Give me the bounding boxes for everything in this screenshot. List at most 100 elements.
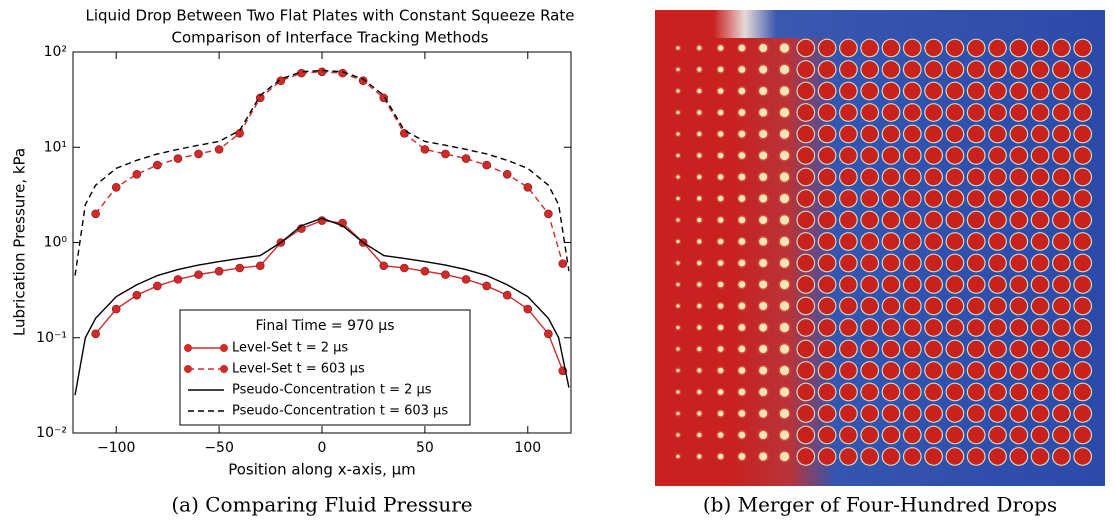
drop (925, 82, 942, 100)
drop (882, 190, 900, 207)
drop (759, 388, 768, 396)
series-marker (523, 182, 533, 192)
drop (861, 340, 878, 358)
drop (697, 153, 702, 158)
drop (717, 389, 724, 395)
drop (1031, 82, 1049, 100)
drop (861, 82, 878, 100)
drop (882, 82, 900, 100)
drop (946, 426, 964, 444)
drop (818, 211, 836, 229)
series-line (74, 69, 570, 276)
drop (904, 125, 921, 143)
drop (779, 387, 790, 397)
drop (818, 104, 836, 121)
drop (1031, 340, 1049, 358)
drop (861, 104, 878, 121)
drop (697, 110, 702, 115)
drop (904, 448, 921, 465)
drop (946, 39, 964, 57)
drop (738, 259, 746, 267)
drop (946, 168, 964, 186)
drop (697, 454, 702, 459)
drop (904, 233, 921, 250)
drop (738, 216, 746, 224)
drop (882, 233, 900, 250)
drop (1074, 82, 1091, 100)
drop (818, 362, 836, 379)
series-marker (235, 263, 244, 273)
drop (779, 107, 790, 118)
drop (882, 104, 900, 121)
drop (989, 39, 1006, 57)
drop (1031, 233, 1049, 250)
drop (861, 448, 878, 465)
drop (840, 61, 857, 78)
drop (946, 211, 964, 229)
y-tick-label: 10⁻¹ (36, 330, 67, 346)
drop (717, 453, 724, 460)
drop (1010, 211, 1027, 229)
drop (840, 39, 857, 57)
drop (989, 319, 1006, 336)
drop (882, 168, 900, 186)
drop (818, 147, 836, 164)
drop (861, 147, 878, 164)
drop (968, 319, 985, 336)
drop (925, 168, 942, 186)
drop (861, 254, 878, 272)
drop (882, 276, 900, 293)
drop (676, 325, 680, 330)
drop (968, 39, 985, 57)
drop (925, 125, 942, 143)
drop (840, 82, 857, 100)
drop (840, 104, 857, 121)
drop (738, 87, 746, 95)
drop (818, 61, 836, 78)
drop (797, 168, 814, 186)
drop (779, 43, 790, 53)
drop (946, 297, 964, 315)
drop (1074, 61, 1091, 78)
legend-title: Final Time = 970 µs (256, 318, 395, 334)
drop (717, 346, 724, 352)
y-tick-label: 10⁻² (36, 425, 67, 441)
series-marker (153, 160, 162, 170)
drop (1031, 254, 1049, 272)
drop (1074, 168, 1091, 186)
drop (818, 254, 836, 272)
drop (779, 215, 790, 225)
drop (738, 130, 746, 138)
drop (738, 345, 746, 353)
drop (1053, 276, 1070, 293)
drop (779, 258, 790, 268)
series-marker (194, 149, 203, 159)
drop (904, 61, 921, 78)
drop (1053, 448, 1070, 465)
series-marker (91, 209, 100, 219)
drop (697, 389, 702, 395)
drop (840, 319, 857, 336)
drop (697, 411, 702, 416)
drop (1010, 190, 1027, 207)
drop (946, 254, 964, 272)
drop (818, 297, 836, 315)
drop (968, 297, 985, 315)
drop (759, 452, 768, 461)
drop (1010, 405, 1027, 422)
drop (1031, 39, 1049, 57)
y-tick-label: 10⁰ (44, 235, 68, 251)
drop (1053, 147, 1070, 164)
drop (989, 254, 1006, 272)
drop (759, 173, 768, 181)
drop (779, 430, 790, 440)
drop (968, 233, 985, 250)
drop (697, 303, 702, 309)
drop (840, 190, 857, 207)
drop (1074, 233, 1091, 250)
drop (779, 193, 790, 204)
drop (840, 448, 857, 465)
drop (676, 218, 680, 222)
legend-marker (184, 365, 192, 373)
drop (925, 147, 942, 164)
